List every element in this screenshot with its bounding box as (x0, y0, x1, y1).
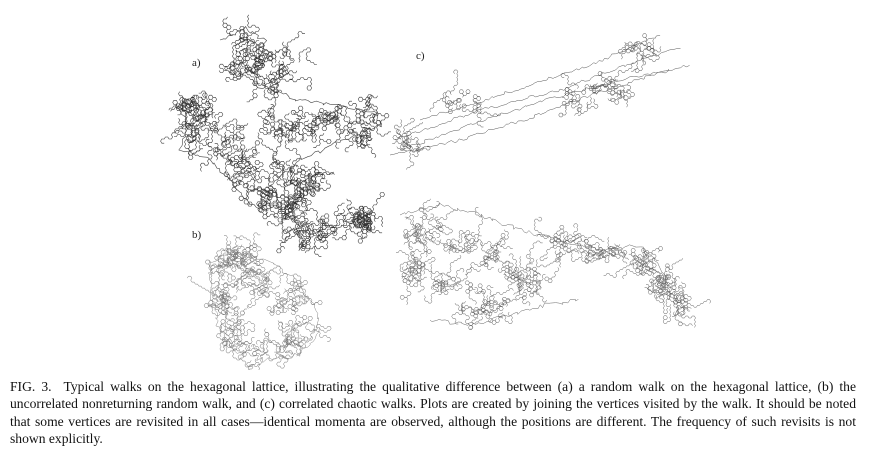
walk-path (424, 264, 489, 330)
panel-label-a: a) (192, 57, 201, 69)
walk-plot-a (160, 14, 391, 257)
walk-path (276, 199, 345, 257)
walk-plot-b (187, 232, 332, 370)
walk-path (617, 33, 662, 73)
walk-path (219, 26, 382, 241)
walk-path (399, 65, 690, 151)
walk-path (644, 258, 687, 299)
walk-path (216, 296, 256, 354)
walk-path (403, 198, 456, 258)
walk-path (318, 94, 391, 158)
walk-path (251, 169, 308, 240)
walk-path (419, 35, 661, 121)
walk-path (204, 235, 256, 287)
caption-text: Typical walks on the hexagonal lattice, … (10, 379, 856, 446)
walk-path (589, 62, 635, 108)
walk-path (389, 68, 669, 156)
figure-caption: FIG. 3. Typical walks on the hexagonal la… (10, 378, 856, 447)
walk-path (221, 254, 295, 309)
walk-path (247, 273, 323, 316)
walk-path (160, 90, 219, 146)
walk-path (322, 192, 385, 244)
walk-path (429, 69, 502, 128)
walk-plots (160, 14, 711, 370)
walk-path (558, 73, 619, 118)
walk-path (266, 315, 332, 362)
walk-path (460, 285, 517, 330)
walk-path (226, 232, 266, 293)
panel-label-b: b) (192, 229, 202, 241)
walk-path (425, 207, 503, 282)
walk-path (232, 328, 294, 370)
walk-path (392, 117, 431, 170)
walk-path (396, 245, 436, 306)
walk-path (399, 202, 692, 309)
walk-path (174, 94, 278, 172)
walk-path (562, 235, 628, 265)
walk-path (394, 48, 681, 141)
walk-path (525, 216, 601, 268)
walk-path (429, 298, 579, 326)
walk-path (208, 251, 320, 363)
panel-label-c: c) (416, 50, 425, 62)
walk-path (506, 253, 560, 306)
caption-label: FIG. 3. (10, 379, 52, 394)
walk-path (223, 140, 289, 207)
walk-path (234, 31, 317, 117)
walk-path (187, 271, 242, 332)
walk-path (655, 282, 711, 328)
walk-path (603, 236, 664, 280)
figure: a) b) c) (160, 14, 711, 370)
walk-path (174, 104, 269, 211)
walk-plot-c-lower (396, 198, 711, 330)
walk-plot-c-upper (389, 33, 690, 170)
